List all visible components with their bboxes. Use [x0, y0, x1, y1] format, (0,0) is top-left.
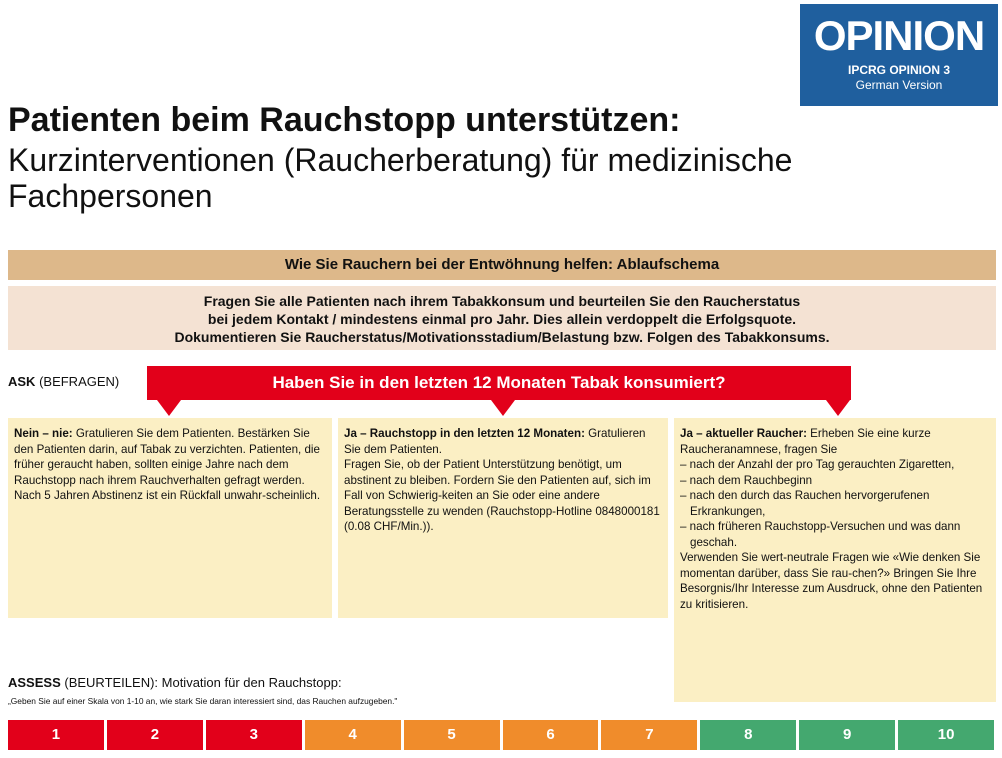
arrow-down-icon	[157, 400, 181, 416]
opinion-badge: OPINION IPCRG OPINION 3 German Version	[800, 4, 998, 106]
badge-line-1: IPCRG OPINION 3	[847, 63, 951, 77]
ask-label-rest: (BEFRAGEN)	[35, 374, 120, 389]
scale-cell-5: 5	[403, 720, 500, 750]
ask-label-bold: ASK	[8, 374, 36, 389]
current-text-2: Verwenden Sie wert-neutrale Fragen wie «…	[680, 551, 983, 611]
scale-cell-4: 4	[304, 720, 401, 750]
list-item: – nach den durch das Rauchen hervorgeruf…	[680, 489, 930, 518]
badge-title: OPINION	[813, 12, 985, 59]
never-paragraph: Nein – nie: Gratulieren Sie dem Patiente…	[14, 426, 326, 488]
column-current-smoker: Ja – aktueller Raucher: Erheben Sie eine…	[674, 418, 996, 702]
question-banner: Haben Sie in den letzten 12 Monaten Taba…	[147, 366, 851, 400]
page-subtitle: Kurzinterventionen (Raucherberatung) für…	[8, 142, 793, 214]
quit-text-2: Fragen Sie, ob der Patient Unterstützung…	[344, 458, 660, 533]
scale-cell-10: 10	[898, 720, 995, 750]
arrow-down-icon	[491, 400, 515, 416]
list-item: – nach der Anzahl der pro Tag gerauchten…	[680, 458, 955, 471]
scale-cell-6: 6	[502, 720, 599, 750]
page-title: Patienten beim Rauchstopp unterstützen:	[8, 101, 681, 139]
current-text: Erheben Sie eine kurze Raucheranamnese, …	[680, 427, 931, 456]
scale-cell-7: 7	[601, 720, 698, 750]
flow-header: Wie Sie Rauchern bei der Entwöhnung helf…	[8, 250, 996, 280]
scale-cell-2: 2	[106, 720, 203, 750]
list-item: – nach dem Rauchbeginn	[680, 473, 813, 487]
current-question-list: – nach der Anzahl der pro Tag gerauchten…	[680, 457, 990, 550]
never-text-2: Nach 5 Jahren Abstinenz ist ein Rückfall…	[14, 489, 321, 502]
column-quit-recently: Ja – Rauchstopp in den letzten 12 Monate…	[338, 418, 668, 618]
ask-all-line-2: bei jedem Kontakt / mindestens einmal pr…	[207, 311, 797, 327]
scale-cell-9: 9	[799, 720, 896, 750]
motivation-scale: 1 2 3 4 5 6 7 8 9 10	[8, 720, 995, 750]
ask-label: ASK (BEFRAGEN)	[8, 374, 119, 390]
scale-cell-1: 1	[8, 720, 104, 750]
list-item: – nach früheren Rauchstopp-Versuchen und…	[680, 520, 961, 549]
ask-all-line-1: Fragen Sie alle Patienten nach ihrem Tab…	[203, 293, 801, 309]
ask-all-line-3: Dokumentieren Sie Raucherstatus/Motivati…	[174, 329, 830, 345]
current-paragraph: Ja – aktueller Raucher: Erheben Sie eine…	[680, 426, 990, 457]
assess-label: ASSESS (BEURTEILEN): Motivation für den …	[8, 675, 342, 691]
assess-quote: „Geben Sie auf einer Skala von 1-10 an, …	[8, 696, 398, 706]
ask-all-box: Fragen Sie alle Patienten nach ihrem Tab…	[8, 286, 996, 350]
never-heading: Nein – nie:	[14, 427, 73, 440]
assess-label-rest: (BEURTEILEN): Motivation für den Rauchst…	[60, 675, 342, 690]
column-never-smoked: Nein – nie: Gratulieren Sie dem Patiente…	[8, 418, 332, 618]
never-text: Gratulieren Sie dem Patienten. Bestärken…	[14, 427, 320, 487]
scale-cell-8: 8	[700, 720, 797, 750]
assess-label-bold: ASSESS	[8, 675, 61, 690]
quit-text: Gratulieren Sie dem Patienten.	[344, 427, 646, 456]
current-heading: Ja – aktueller Raucher:	[680, 427, 807, 440]
badge-line-2: German Version	[855, 78, 943, 92]
scale-cell-3: 3	[205, 720, 302, 750]
quit-paragraph: Ja – Rauchstopp in den letzten 12 Monate…	[344, 426, 662, 457]
arrow-down-icon	[826, 400, 850, 416]
quit-heading: Ja – Rauchstopp in den letzten 12 Monate…	[344, 427, 585, 440]
